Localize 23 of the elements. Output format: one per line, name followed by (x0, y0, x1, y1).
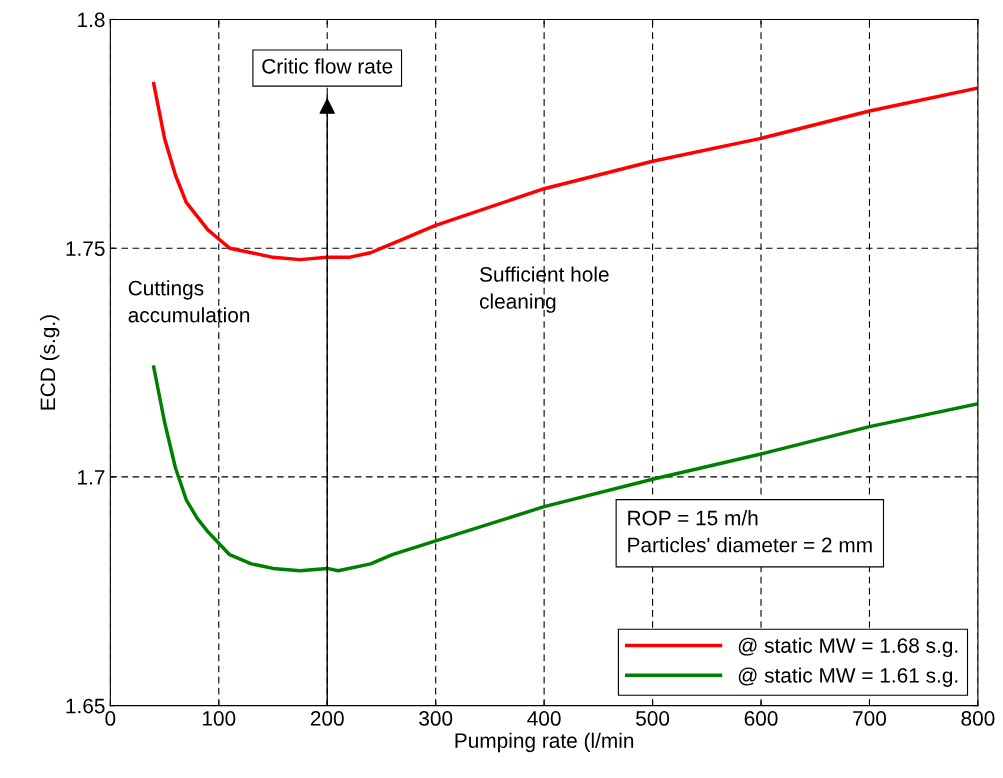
y-tick-label: 1.8 (78, 12, 105, 28)
x-tick-label: 200 (310, 711, 344, 726)
legend-label: @ static MW = 1.68 s.g. (738, 637, 958, 658)
y-axis-title: ECD (s.g.) (39, 315, 60, 410)
x-tick-label: 600 (744, 711, 778, 726)
line-series (151, 365, 978, 573)
x-tick-label: 500 (636, 711, 670, 726)
x-tick-label: 400 (527, 711, 561, 726)
annotation: ROP = 15 m/h Particles' diameter = 2 mm (628, 510, 872, 553)
legend-label: @ static MW = 1.61 s.g. (738, 667, 958, 687)
x-tick-label: 800 (961, 711, 995, 726)
line-series (151, 81, 978, 262)
x-axis-title: Pumping rate (l/min (455, 732, 634, 753)
x-tick-label: 700 (853, 711, 887, 726)
y-tick-label: 1.75 (66, 241, 105, 256)
ref-line-label: Critic flow rate (262, 58, 393, 74)
y-tick-label: 1.7 (78, 470, 105, 485)
x-tick-label: 0 (105, 711, 116, 726)
x-tick-label: 300 (419, 711, 453, 726)
y-tick-label: 1.65 (66, 698, 105, 714)
annotation: Cuttings accumulation (128, 280, 250, 323)
annotation: Sufficient hole cleaning (479, 266, 609, 313)
x-tick-label: 100 (202, 711, 236, 726)
